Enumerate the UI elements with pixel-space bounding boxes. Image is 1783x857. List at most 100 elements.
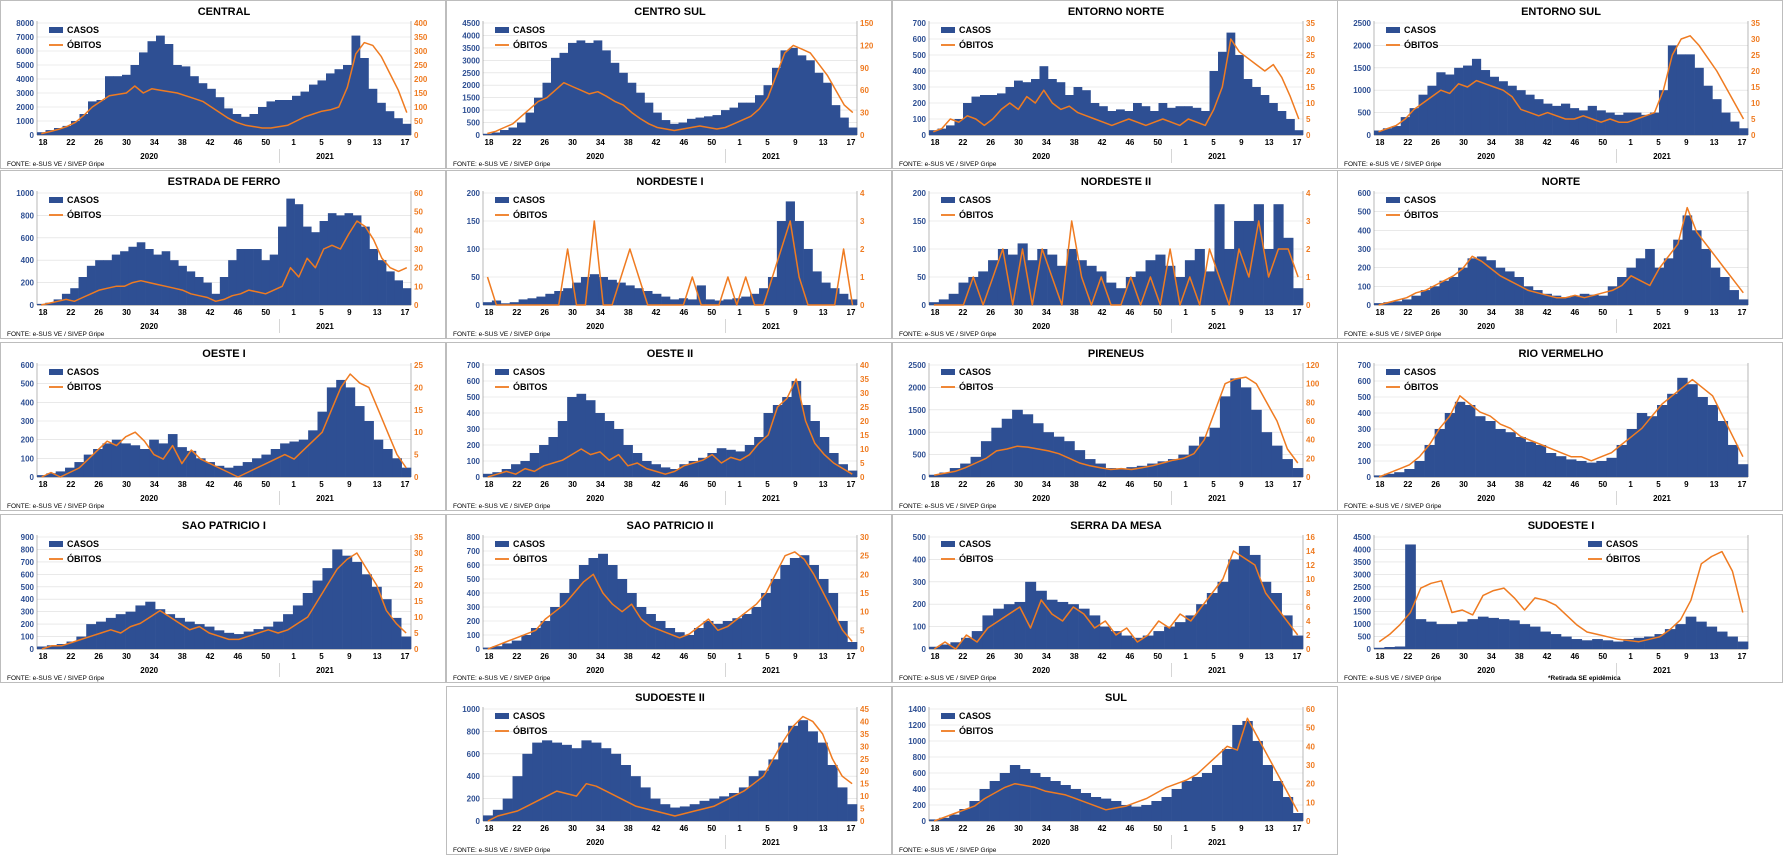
chart-title: SUDOESTE II: [635, 692, 705, 704]
casos-bar: [625, 285, 635, 305]
casos-bar: [401, 467, 412, 477]
y-right-tick: 60: [1306, 417, 1315, 426]
casos-bar: [571, 748, 582, 821]
casos-bar: [263, 626, 274, 649]
casos-bar: [1525, 94, 1535, 135]
casos-bar: [719, 796, 730, 821]
chart-title: CENTRO SUL: [634, 6, 706, 18]
casos-bar: [522, 753, 533, 821]
casos-bar: [1131, 806, 1142, 821]
casos-bar: [1145, 260, 1156, 305]
x-tick: 5: [765, 480, 770, 489]
y-left-tick: 1000: [1353, 86, 1371, 95]
casos-bar: [989, 781, 1001, 821]
x-tick: 38: [624, 652, 633, 661]
y-left-tick: 0: [30, 473, 35, 482]
casos-bar: [1394, 646, 1406, 649]
y-right-tick: 30: [860, 742, 869, 751]
x-tick: 18: [485, 138, 494, 147]
casos-bar: [1581, 640, 1593, 649]
x-tick: 22: [66, 480, 75, 489]
x-tick: 13: [1710, 138, 1719, 147]
y-left-tick: 4500: [1353, 533, 1371, 542]
casos-bar: [93, 449, 103, 477]
casos-bar: [1261, 432, 1273, 477]
casos-bar: [1243, 221, 1255, 305]
y-right-tick: 10: [414, 613, 423, 622]
source-note: FONTE: e-SUS VE / SIVEP Gripe: [453, 503, 551, 510]
casos-bar: [78, 277, 88, 305]
casos-bar: [530, 628, 541, 649]
x-tick: 1: [737, 138, 742, 147]
casos-bar: [1739, 128, 1749, 135]
casos-bar: [1082, 90, 1091, 135]
casos-bar: [644, 102, 654, 135]
chart-svg: OESTE II01002003004005006007000510152025…: [453, 348, 869, 510]
casos-bar: [169, 260, 179, 305]
casos-bar: [174, 617, 185, 649]
casos-bar: [1132, 637, 1144, 649]
year-label: 2021: [762, 666, 780, 675]
casos-bar: [776, 221, 787, 305]
casos-bar: [831, 105, 841, 135]
chart-panel: ENTORNO NORTE 0 100 200 300 400 500 600 700 0 5 10 1…: [892, 0, 1338, 169]
year-label: 2021: [1208, 838, 1226, 847]
legend-casos-label: CASOS: [1404, 25, 1436, 35]
casos-bar: [661, 120, 671, 135]
x-tick: 9: [1239, 480, 1244, 489]
y-left-tick: 100: [913, 623, 927, 632]
chart-panel: NORDESTE II 0 50 100 150 200 0 1 2 3 4 18 22 26 30 34 38…: [892, 170, 1338, 339]
casos-bar: [929, 302, 940, 305]
y-right-tick: 20: [860, 570, 869, 579]
casos-bar: [988, 95, 998, 135]
x-tick: 50: [1598, 480, 1607, 489]
casos-bar: [687, 299, 698, 305]
casos-bar: [1394, 472, 1405, 477]
casos-bar: [1057, 601, 1069, 649]
y-right-tick: 0: [1751, 131, 1756, 140]
chart-svg: CENTRO SUL050010001500200025003000350040…: [453, 6, 874, 168]
casos-bar: [377, 260, 387, 305]
x-tick: 26: [986, 480, 995, 489]
y-left-tick: 3000: [1353, 570, 1371, 579]
x-tick: 22: [66, 652, 75, 661]
casos-bar: [1596, 461, 1607, 477]
y-right-tick: 30: [414, 549, 423, 558]
casos-bar: [139, 449, 150, 477]
source-note: FONTE: e-SUS VE / SIVEP Gripe: [1344, 161, 1442, 168]
casos-bar: [270, 449, 281, 477]
casos-bar: [772, 405, 783, 477]
casos-bar: [1404, 469, 1415, 477]
x-tick: 30: [1459, 480, 1468, 489]
x-tick: 18: [485, 308, 494, 317]
y-right-tick: 40: [1306, 436, 1315, 445]
casos-bar: [394, 118, 403, 135]
x-tick: 13: [819, 824, 828, 833]
y-left-tick: 200: [467, 189, 481, 198]
y-right-tick: 5: [860, 626, 865, 635]
y-left-tick: 400: [467, 772, 481, 781]
casos-bar: [401, 636, 412, 649]
casos-bar: [569, 579, 580, 649]
casos-bar: [576, 40, 586, 135]
casos-bar: [821, 282, 831, 305]
year-label: 2021: [1653, 152, 1671, 161]
x-tick: 13: [1710, 652, 1719, 661]
casos-bar: [298, 439, 309, 477]
casos-bar: [111, 254, 121, 305]
chart-panel: ENTORNO SUL 0 500 1000 1500 2000 2500 0 5 10 15 20 2…: [1337, 0, 1783, 169]
x-tick: 26: [540, 480, 549, 489]
casos-bar: [604, 421, 615, 477]
y-left-tick: 0: [922, 473, 927, 482]
casos-bar: [53, 299, 63, 305]
casos-bar: [1142, 635, 1154, 649]
casos-bar: [184, 621, 195, 649]
casos-bar: [278, 226, 287, 305]
y-right-tick: 0: [1306, 473, 1311, 482]
casos-bar: [215, 97, 225, 135]
obitos-line: [1378, 35, 1745, 133]
casos-bar: [1178, 454, 1190, 477]
casos-bar: [971, 96, 981, 135]
x-tick: 17: [847, 824, 856, 833]
x-tick: 30: [1459, 652, 1468, 661]
